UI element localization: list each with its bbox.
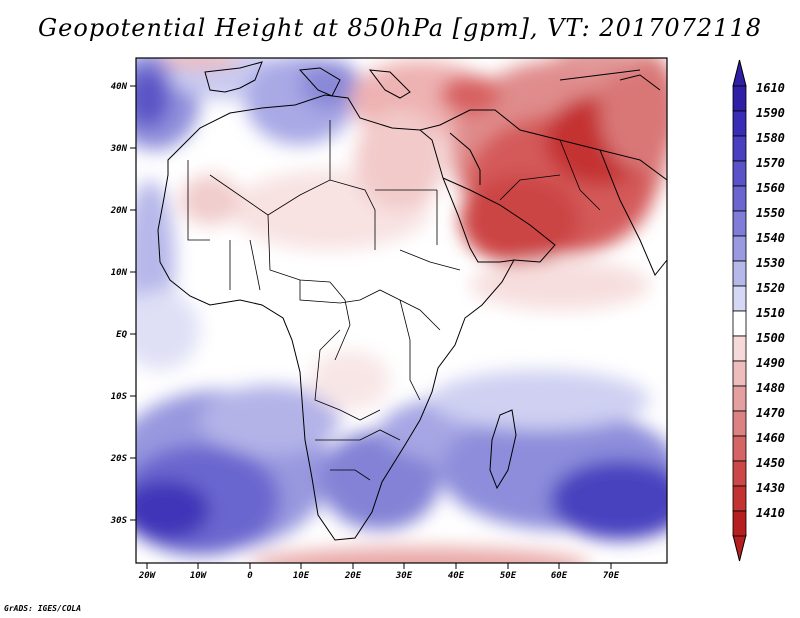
country-borders bbox=[187, 120, 601, 481]
colorbar-label: 1450 bbox=[756, 456, 785, 470]
colorbar-swatch bbox=[732, 435, 747, 462]
lat-label: EQ bbox=[116, 330, 127, 340]
colorbar-label: 1430 bbox=[756, 481, 785, 495]
colorbar-swatch bbox=[732, 285, 747, 312]
lon-label: 20W bbox=[138, 571, 157, 581]
colorbar-swatch bbox=[732, 260, 747, 287]
lat-label: 40N bbox=[111, 82, 128, 92]
colorbar-label: 1580 bbox=[756, 131, 785, 145]
lat-label: 20N bbox=[110, 206, 128, 216]
lon-label: 0 bbox=[247, 571, 253, 581]
colorbar-bottom-arrow bbox=[732, 534, 747, 562]
lon-label: 60E bbox=[551, 571, 568, 581]
map-title: Geopotential Height at 850hPa [gpm], VT:… bbox=[38, 14, 762, 42]
colorbar-label: 1510 bbox=[756, 306, 785, 320]
colorbar: 1610 1590 1580 1570 1560 1550 1540 1530 … bbox=[732, 59, 785, 562]
lat-label: 10N bbox=[111, 268, 128, 278]
coastlines bbox=[157, 61, 667, 541]
lon-label: 40E bbox=[448, 571, 465, 581]
lon-label: 70E bbox=[603, 571, 620, 581]
colorbar-label: 1480 bbox=[756, 381, 785, 395]
colorbar-label: 1520 bbox=[756, 281, 785, 295]
lat-axis: 40N 30N 20N 10N EQ 10S 20S 30S bbox=[110, 82, 136, 526]
colorbar-swatch bbox=[732, 410, 747, 437]
colorbar-label: 1570 bbox=[756, 156, 785, 170]
colorbar-label: 1530 bbox=[756, 256, 785, 270]
lon-label: 30E bbox=[395, 571, 413, 581]
colorbar-swatch bbox=[732, 210, 747, 237]
colorbar-swatch bbox=[732, 460, 747, 487]
colorbar-label: 1470 bbox=[756, 406, 785, 420]
colorbar-top-arrow bbox=[732, 59, 747, 87]
lon-label: 10W bbox=[190, 571, 208, 581]
lon-axis: 20W 10W 0 10E 20E 30E 40E 50E 60E 70E bbox=[138, 563, 620, 581]
colorbar-swatch bbox=[732, 135, 747, 162]
lat-label: 10S bbox=[111, 392, 128, 402]
colorbar-label: 1610 bbox=[756, 81, 785, 95]
colorbar-label: 1500 bbox=[756, 331, 785, 345]
colorbar-label: 1560 bbox=[756, 181, 785, 195]
colorbar-swatch bbox=[732, 310, 747, 337]
map-frame bbox=[135, 57, 668, 564]
lon-label: 50E bbox=[500, 571, 517, 581]
colorbar-label: 1540 bbox=[756, 231, 785, 245]
lat-label: 20S bbox=[110, 454, 128, 464]
lat-label: 30N bbox=[110, 144, 128, 154]
colorbar-swatch bbox=[732, 360, 747, 387]
geopotential-field bbox=[136, 58, 667, 563]
lat-label: 30S bbox=[110, 516, 128, 526]
colorbar-swatch bbox=[732, 385, 747, 412]
colorbar-swatch bbox=[732, 335, 747, 362]
lon-label: 20E bbox=[344, 571, 362, 581]
colorbar-swatch bbox=[732, 485, 747, 512]
lon-label: 10E bbox=[293, 571, 310, 581]
colorbar-swatch bbox=[732, 160, 747, 187]
colorbar-label: 1590 bbox=[756, 106, 785, 120]
grads-credit: GrADS: IGES/COLA bbox=[4, 604, 82, 613]
colorbar-label: 1460 bbox=[756, 431, 785, 445]
colorbar-swatch bbox=[732, 235, 747, 262]
colorbar-label: 1410 bbox=[756, 506, 785, 520]
colorbar-swatch bbox=[732, 510, 747, 537]
colorbar-swatch bbox=[732, 85, 747, 112]
colorbar-label: 1490 bbox=[756, 356, 785, 370]
colorbar-swatch bbox=[732, 185, 747, 212]
colorbar-label: 1550 bbox=[756, 206, 785, 220]
colorbar-swatch bbox=[732, 110, 747, 137]
